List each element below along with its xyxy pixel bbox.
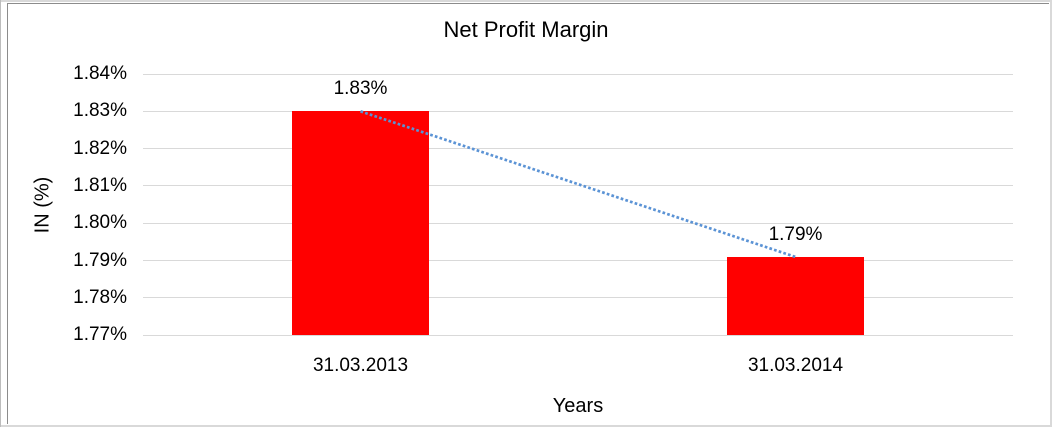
y-tick-label: 1.84% bbox=[73, 63, 127, 84]
x-category-label: 31.03.2013 bbox=[312, 355, 409, 376]
chart-area-border-top bbox=[7, 3, 1049, 4]
gridline bbox=[143, 110, 1013, 112]
gridline bbox=[143, 334, 1013, 336]
y-tick-label: 1.77% bbox=[73, 324, 127, 346]
frame-right-border bbox=[1050, 0, 1052, 427]
frame-left-border bbox=[0, 0, 1, 427]
bar bbox=[727, 256, 864, 336]
y-tick-label: 1.79% bbox=[73, 249, 127, 271]
gridline bbox=[143, 297, 1013, 299]
bar bbox=[292, 111, 429, 336]
bar-data-label: 1.83% bbox=[333, 78, 388, 100]
y-tick-label: 1.81% bbox=[73, 174, 127, 196]
gridline bbox=[143, 73, 1013, 75]
frame-bottom-border bbox=[0, 425, 1052, 427]
y-tick-label: 1.83% bbox=[73, 100, 127, 122]
gridline bbox=[143, 148, 1013, 150]
gridline bbox=[143, 260, 1013, 262]
frame-top-border bbox=[0, 0, 1052, 2]
y-tick-label: 1.80% bbox=[73, 212, 127, 234]
gridline bbox=[143, 222, 1013, 224]
y-tick-label: 1.82% bbox=[73, 137, 127, 159]
y-tick-label: 1.78% bbox=[73, 286, 127, 308]
bar-data-label: 1.79% bbox=[768, 223, 823, 245]
chart-area-border-left bbox=[7, 3, 8, 424]
chart-title: Net Profit Margin bbox=[443, 17, 609, 42]
x-category-label: 31.03.2014 bbox=[747, 355, 844, 376]
x-axis-title: Years bbox=[552, 395, 604, 417]
gridline bbox=[143, 185, 1013, 187]
